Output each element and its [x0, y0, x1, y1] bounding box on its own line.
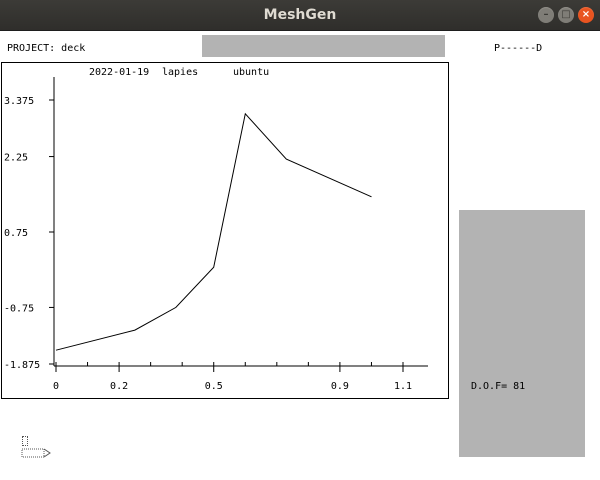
y-tick-label: 2.25	[4, 153, 28, 164]
plot-frame	[1, 62, 449, 399]
x-tick-label: 0	[53, 381, 59, 392]
dof-label: D.O.F= 81	[471, 381, 526, 392]
title-bar: MeshGen – □ ×	[0, 0, 600, 31]
y-tick-label: 0.75	[4, 228, 28, 239]
status-indicator: P------D	[494, 43, 543, 54]
cursor-icon	[22, 436, 28, 446]
close-icon[interactable]: ×	[578, 7, 594, 23]
plot-user: lapies	[162, 67, 199, 78]
maximize-icon[interactable]: □	[558, 7, 574, 23]
x-tick-label: 0.2	[110, 381, 128, 392]
window-title: MeshGen	[263, 7, 337, 23]
x-tick-label: 1.1	[394, 381, 412, 392]
x-tick-label: 0.5	[205, 381, 223, 392]
y-tick-label: -1.875	[4, 360, 40, 371]
y-tick-label: 3.375	[4, 96, 34, 107]
side-panel	[459, 210, 585, 457]
y-tick-label: -0.75	[4, 303, 34, 314]
message-bar	[202, 35, 445, 57]
series-line	[55, 112, 372, 351]
plot-date: 2022-01-19	[89, 67, 150, 78]
plot-host: ubuntu	[233, 67, 270, 78]
command-prompt-icon[interactable]	[21, 448, 53, 458]
project-label: PROJECT: deck	[7, 43, 86, 54]
x-tick-label: 0.9	[331, 381, 349, 392]
minimize-icon[interactable]: –	[538, 7, 554, 23]
